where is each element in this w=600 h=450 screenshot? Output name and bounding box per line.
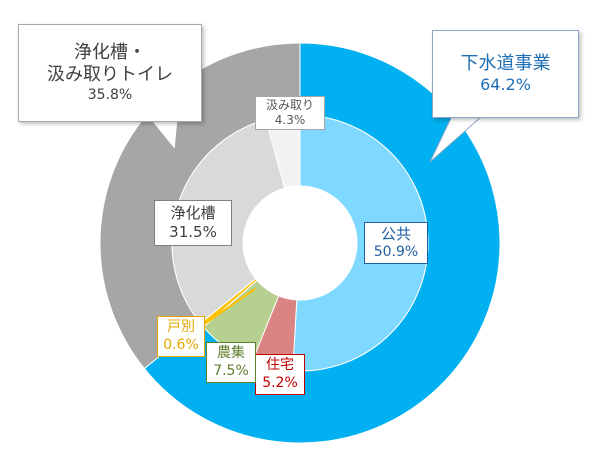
label-pit-pct: 4.3% bbox=[274, 113, 306, 127]
label-individual-pct: 0.6% bbox=[163, 336, 199, 353]
callout-septic-total: 浄化槽・ 汲み取りトイレ 35.8% bbox=[18, 24, 202, 122]
label-public: 公共 50.9% bbox=[364, 222, 428, 265]
label-individual: 戸別 0.6% bbox=[157, 316, 205, 357]
callout-septic-line1: 浄化槽・ bbox=[74, 41, 146, 63]
label-pit: 汲み取り 4.3% bbox=[255, 96, 325, 130]
label-public-name: 公共 bbox=[380, 225, 411, 243]
callout-septic-line2: 汲み取りトイレ bbox=[47, 64, 173, 86]
label-agri-pct: 7.5% bbox=[213, 362, 249, 379]
label-septic: 浄化槽 31.5% bbox=[154, 200, 232, 246]
callout-sewer-name: 下水道事業 bbox=[460, 52, 551, 74]
callout-sewer-pct: 64.2% bbox=[480, 75, 531, 95]
label-pit-name: 汲み取り bbox=[265, 98, 314, 112]
label-housing-pct: 5.2% bbox=[262, 374, 298, 391]
individual-leader-line bbox=[202, 288, 256, 326]
callout-septic-pct: 35.8% bbox=[87, 86, 133, 103]
label-housing-name: 住宅 bbox=[266, 357, 294, 373]
label-agri: 農集 7.5% bbox=[206, 342, 256, 383]
label-individual-name: 戸別 bbox=[167, 319, 195, 335]
label-housing: 住宅 5.2% bbox=[255, 354, 305, 395]
label-septic-name: 浄化槽 bbox=[170, 204, 216, 222]
label-agri-name: 農集 bbox=[217, 345, 245, 361]
label-septic-pct: 31.5% bbox=[169, 222, 217, 241]
label-public-pct: 50.9% bbox=[373, 243, 419, 260]
inner-ring-slice-0 bbox=[292, 114, 429, 372]
callout-sewer: 下水道事業 64.2% bbox=[432, 30, 579, 118]
